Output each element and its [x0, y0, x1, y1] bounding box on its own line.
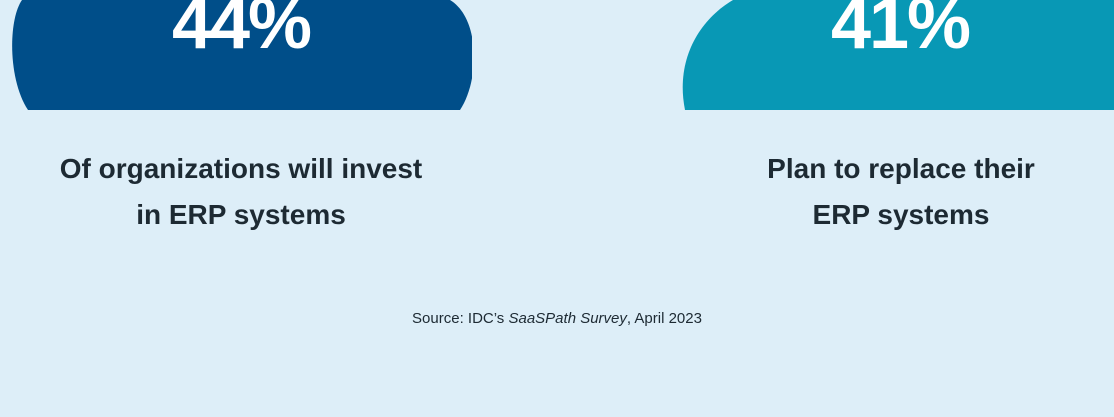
- source-suffix: , April 2023: [626, 310, 702, 327]
- stat-blob-shape-replace: [682, 0, 1114, 110]
- stat-blob-shape: [682, 0, 1114, 110]
- stat-blob-replace: 41%: [681, 0, 1114, 110]
- stat-caption-replace-line-1: Plan to replace their: [767, 153, 1035, 184]
- stat-blob-shape: [12, 0, 472, 110]
- stat-blob-invest: 44%: [10, 0, 472, 110]
- stat-caption-replace: Plan to replace their ERP systems: [681, 146, 1114, 238]
- source-prefix: Source: IDC’s: [412, 310, 509, 327]
- source-title: SaaSPath Survey: [508, 310, 627, 327]
- stat-blob-shape-invest: [12, 0, 472, 110]
- stat-caption-replace-line-2: ERP systems: [812, 199, 990, 230]
- source-note: Source: IDC’s SaaSPath Survey, April 202…: [0, 309, 1114, 329]
- stat-value-replace: 41%: [830, 0, 971, 64]
- stat-caption-invest-line-2: in ERP systems: [136, 199, 346, 230]
- stat-value-invest: 44%: [171, 0, 312, 64]
- stat-caption-invest: Of organizations will invest in ERP syst…: [10, 146, 472, 238]
- stat-caption-invest-line-1: Of organizations will invest: [59, 153, 423, 184]
